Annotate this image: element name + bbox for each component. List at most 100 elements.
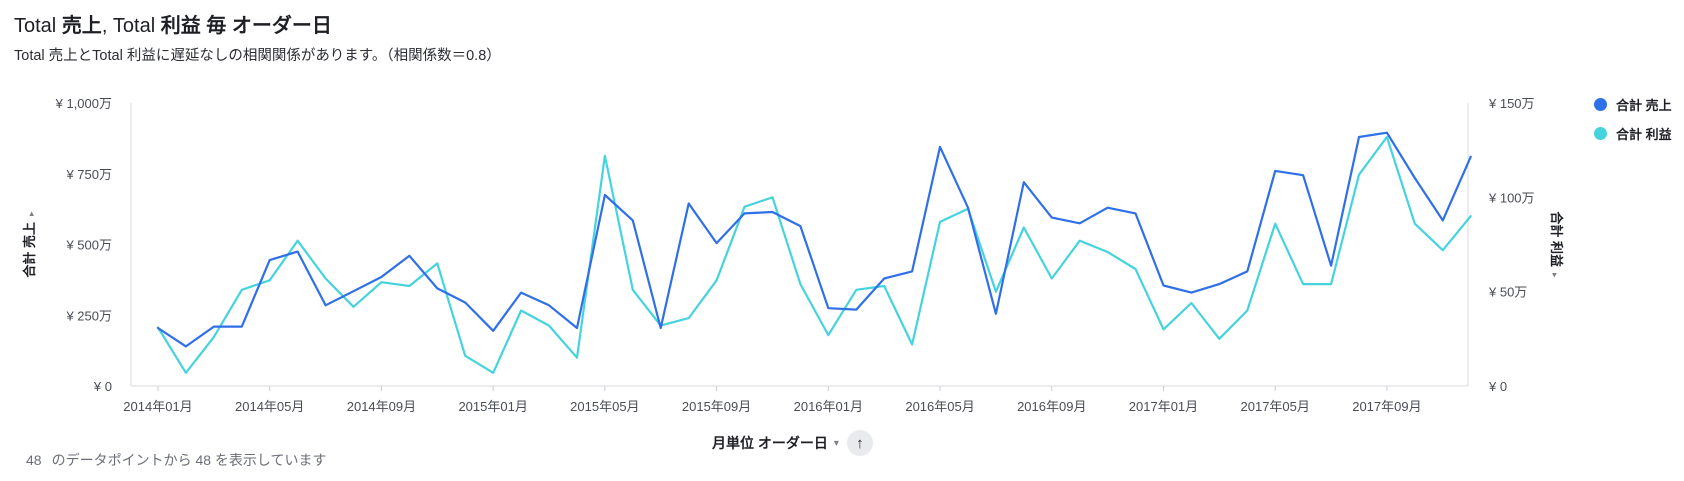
sales-data-point[interactable] xyxy=(1161,283,1167,289)
sales-data-point[interactable] xyxy=(965,205,971,211)
profit-data-point[interactable] xyxy=(574,355,580,361)
profit-data-point[interactable] xyxy=(770,194,776,200)
profit-data-point[interactable] xyxy=(1468,213,1474,219)
sales-data-point[interactable] xyxy=(1272,168,1278,174)
profit-data-point[interactable] xyxy=(909,342,915,348)
profit-data-point[interactable] xyxy=(378,279,384,285)
profit-data-point[interactable] xyxy=(1328,281,1334,287)
profit-data-point[interactable] xyxy=(825,332,831,338)
sales-data-point[interactable] xyxy=(211,324,217,330)
sales-data-point[interactable] xyxy=(770,209,776,215)
sales-data-point[interactable] xyxy=(602,192,608,198)
profit-data-point[interactable] xyxy=(1077,238,1083,244)
sales-data-point[interactable] xyxy=(518,290,524,296)
profit-data-point[interactable] xyxy=(267,277,273,283)
sales-data-point[interactable] xyxy=(1440,217,1446,223)
profit-data-point[interactable] xyxy=(993,289,999,295)
profit-data-point[interactable] xyxy=(881,283,887,289)
profit-data-point[interactable] xyxy=(211,334,217,340)
sales-data-point[interactable] xyxy=(1356,134,1362,140)
y-left-caret-icon[interactable]: ▸ xyxy=(26,211,36,216)
sales-data-point[interactable] xyxy=(1384,130,1390,136)
sales-data-point[interactable] xyxy=(1468,154,1474,160)
profit-data-point[interactable] xyxy=(1440,247,1446,253)
sales-data-point[interactable] xyxy=(1049,215,1055,221)
profit-data-point[interactable] xyxy=(462,353,468,359)
sales-data-point[interactable] xyxy=(630,217,636,223)
profit-data-point[interactable] xyxy=(490,370,496,376)
profit-data-point[interactable] xyxy=(714,277,720,283)
sales-data-point[interactable] xyxy=(351,288,357,294)
profit-data-point[interactable] xyxy=(323,276,329,282)
profit-data-point[interactable] xyxy=(1021,225,1027,231)
profit-data-point[interactable] xyxy=(434,260,440,266)
profit-data-point[interactable] xyxy=(742,204,748,210)
sales-data-point[interactable] xyxy=(825,305,831,311)
sales-series-line[interactable] xyxy=(156,131,1472,348)
sales-data-point[interactable] xyxy=(686,201,692,207)
sales-data-point[interactable] xyxy=(714,240,720,246)
legend-item-sales[interactable]: 合計 売上 xyxy=(1594,90,1672,119)
sales-data-point[interactable] xyxy=(295,249,301,255)
profit-data-point[interactable] xyxy=(1272,221,1278,227)
sales-data-point[interactable] xyxy=(1021,179,1027,185)
sales-data-point[interactable] xyxy=(797,223,803,229)
profit-data-point[interactable] xyxy=(937,219,943,225)
profit-data-point[interactable] xyxy=(1161,326,1167,332)
y-right-caret-icon[interactable]: ▸ xyxy=(1550,273,1560,278)
sales-data-point[interactable] xyxy=(658,325,664,331)
sales-data-point[interactable] xyxy=(909,268,915,274)
x-axis-caret-icon[interactable]: ▾ xyxy=(833,437,839,449)
profit-data-point[interactable] xyxy=(1049,276,1055,282)
sales-data-point[interactable] xyxy=(1244,268,1250,274)
profit-data-point[interactable] xyxy=(853,287,859,293)
sales-data-point[interactable] xyxy=(937,144,943,150)
sales-data-point[interactable] xyxy=(267,257,273,263)
sort-ascending-button[interactable]: ↑ xyxy=(846,430,873,456)
sales-data-point[interactable] xyxy=(574,325,580,331)
profit-data-point[interactable] xyxy=(1188,300,1194,306)
profit-data-point[interactable] xyxy=(351,304,357,310)
profit-data-point[interactable] xyxy=(797,281,803,287)
sales-data-point[interactable] xyxy=(1133,210,1139,216)
sales-data-point[interactable] xyxy=(462,300,468,306)
profit-data-point[interactable] xyxy=(1216,336,1222,342)
profit-data-point[interactable] xyxy=(518,308,524,314)
sales-data-point[interactable] xyxy=(434,285,440,291)
sales-data-point[interactable] xyxy=(1188,290,1194,296)
profit-data-point[interactable] xyxy=(602,153,608,159)
sales-data-point[interactable] xyxy=(406,253,412,259)
profit-data-point[interactable] xyxy=(406,283,412,289)
profit-series-line[interactable] xyxy=(156,135,1472,374)
profit-data-point[interactable] xyxy=(630,287,636,293)
profit-data-point[interactable] xyxy=(546,323,552,329)
profit-data-point[interactable] xyxy=(1244,308,1250,314)
sales-data-point[interactable] xyxy=(853,307,859,313)
legend-item-profit[interactable]: 合計 利益 xyxy=(1594,119,1672,148)
profit-data-point[interactable] xyxy=(1356,172,1362,178)
sales-data-point[interactable] xyxy=(1412,175,1418,181)
profit-data-point[interactable] xyxy=(183,370,189,376)
sales-data-point[interactable] xyxy=(183,343,189,349)
sales-data-point[interactable] xyxy=(490,328,496,334)
sales-data-point[interactable] xyxy=(155,325,161,331)
sales-data-point[interactable] xyxy=(378,274,384,280)
profit-data-point[interactable] xyxy=(1105,249,1111,255)
y-right-axis-title[interactable]: 合計 利益 ▸ xyxy=(1549,211,1564,278)
profit-data-point[interactable] xyxy=(239,287,245,293)
sales-data-point[interactable] xyxy=(239,324,245,330)
sales-data-point[interactable] xyxy=(1216,281,1222,287)
sales-data-point[interactable] xyxy=(323,302,329,308)
x-axis-title[interactable]: 月単位 オーダー日 ▾ ↑ xyxy=(712,430,873,456)
sales-data-point[interactable] xyxy=(1300,172,1306,178)
sales-data-point[interactable] xyxy=(1077,220,1083,226)
sales-data-point[interactable] xyxy=(993,311,999,317)
sales-data-point[interactable] xyxy=(546,302,552,308)
profit-data-point[interactable] xyxy=(686,315,692,321)
sales-data-point[interactable] xyxy=(742,210,748,216)
profit-data-point[interactable] xyxy=(1300,281,1306,287)
sales-data-point[interactable] xyxy=(1105,205,1111,211)
sales-data-point[interactable] xyxy=(1328,263,1334,269)
profit-data-point[interactable] xyxy=(1412,221,1418,227)
sales-data-point[interactable] xyxy=(881,276,887,282)
